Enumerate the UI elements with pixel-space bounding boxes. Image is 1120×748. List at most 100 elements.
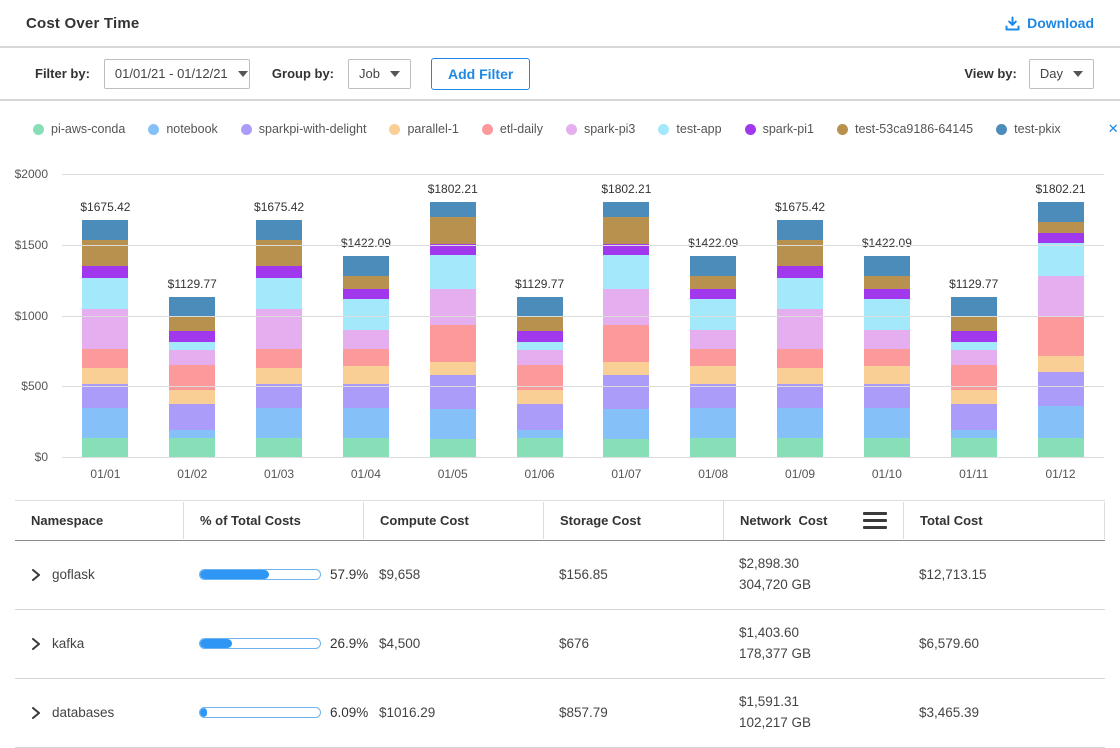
- bar-segment-sparkpi-with-delight[interactable]: [342, 383, 389, 408]
- bar-segment-sparkpi-with-delight[interactable]: [777, 383, 824, 408]
- bar-segment-spark-pi3[interactable]: [863, 330, 910, 349]
- bar-segment-test-53ca9186-64145[interactable]: [516, 316, 563, 332]
- bar-segment-spark-pi1[interactable]: [429, 243, 476, 256]
- bar-segment-sparkpi-with-delight[interactable]: [516, 403, 563, 430]
- bar-segment-test-app[interactable]: [82, 277, 129, 309]
- bar-segment-test-app[interactable]: [516, 341, 563, 350]
- column-header-compute[interactable]: Compute Cost: [363, 502, 543, 539]
- bar-segment-parallel-1[interactable]: [777, 368, 824, 384]
- bar-segment-spark-pi1[interactable]: [603, 243, 650, 256]
- bar-segment-test-53ca9186-64145[interactable]: [1037, 221, 1084, 233]
- bar-segment-test-pkix[interactable]: [690, 255, 737, 277]
- view-by-select[interactable]: Day: [1028, 58, 1094, 89]
- column-header-storage[interactable]: Storage Cost: [543, 502, 723, 539]
- legend-item-test-pkix[interactable]: test-pkix: [996, 122, 1061, 136]
- bar-segment-test-pkix[interactable]: [950, 297, 997, 317]
- bar-segment-test-app[interactable]: [690, 299, 737, 331]
- bar-segment-pi-aws-conda[interactable]: [516, 438, 563, 457]
- bar-segment-test-app[interactable]: [863, 299, 910, 331]
- bar-segment-spark-pi3[interactable]: [690, 330, 737, 349]
- bar-segment-test-app[interactable]: [342, 299, 389, 331]
- bar-segment-pi-aws-conda[interactable]: [342, 438, 389, 457]
- deselect-all-button[interactable]: ✕ Deselect All: [1108, 114, 1120, 144]
- bar-segment-test-app[interactable]: [777, 277, 824, 309]
- bar-segment-test-app[interactable]: [1037, 243, 1084, 276]
- bar-segment-pi-aws-conda[interactable]: [950, 438, 997, 457]
- column-header-network[interactable]: Network Cost: [723, 501, 903, 540]
- bar-segment-sparkpi-with-delight[interactable]: [256, 383, 303, 408]
- bar-segment-notebook[interactable]: [82, 407, 129, 439]
- bar-segment-test-pkix[interactable]: [82, 220, 129, 240]
- bar-segment-etl-daily[interactable]: [256, 349, 303, 369]
- bar-segment-spark-pi3[interactable]: [603, 288, 650, 326]
- bar-segment-spark-pi1[interactable]: [516, 331, 563, 342]
- bar-segment-test-pkix[interactable]: [1037, 202, 1084, 222]
- download-button[interactable]: Download: [1005, 15, 1094, 31]
- bar-segment-spark-pi1[interactable]: [950, 331, 997, 342]
- bar-segment-test-pkix[interactable]: [256, 220, 303, 240]
- bar-segment-notebook[interactable]: [777, 407, 824, 439]
- bar-segment-etl-daily[interactable]: [429, 325, 476, 362]
- bar-segment-notebook[interactable]: [690, 407, 737, 439]
- bar-segment-test-app[interactable]: [603, 255, 650, 289]
- bar-segment-test-53ca9186-64145[interactable]: [690, 276, 737, 289]
- menu-icon[interactable]: [863, 512, 887, 529]
- bar-segment-test-pkix[interactable]: [169, 297, 216, 317]
- bar-segment-test-pkix[interactable]: [342, 255, 389, 277]
- bar-segment-notebook[interactable]: [603, 408, 650, 439]
- bar-segment-etl-daily[interactable]: [169, 365, 216, 391]
- bar-segment-pi-aws-conda[interactable]: [169, 438, 216, 457]
- bar-segment-spark-pi1[interactable]: [169, 331, 216, 342]
- bar-segment-pi-aws-conda[interactable]: [690, 438, 737, 457]
- bar-segment-pi-aws-conda[interactable]: [82, 438, 129, 457]
- bar-segment-sparkpi-with-delight[interactable]: [82, 383, 129, 408]
- bar-segment-test-app[interactable]: [256, 277, 303, 309]
- chevron-right-icon[interactable]: [31, 568, 41, 581]
- bar-segment-etl-daily[interactable]: [342, 348, 389, 367]
- bar-segment-etl-daily[interactable]: [82, 349, 129, 369]
- bar-segment-pi-aws-conda[interactable]: [603, 438, 650, 457]
- legend-item-etl-daily[interactable]: etl-daily: [481, 122, 543, 136]
- date-range-select[interactable]: 01/01/21 - 01/12/21: [103, 58, 250, 89]
- bar-segment-spark-pi1[interactable]: [777, 265, 824, 278]
- bar-segment-notebook[interactable]: [169, 429, 216, 439]
- bar-segment-spark-pi1[interactable]: [256, 265, 303, 278]
- bar-segment-etl-daily[interactable]: [950, 365, 997, 391]
- column-header-namespace[interactable]: Namespace: [31, 513, 104, 528]
- legend-item-spark-pi1[interactable]: spark-pi1: [744, 122, 814, 136]
- bar-segment-notebook[interactable]: [1037, 406, 1084, 439]
- bar-segment-sparkpi-with-delight[interactable]: [169, 403, 216, 430]
- bar-segment-test-53ca9186-64145[interactable]: [777, 240, 824, 266]
- bar-segment-etl-daily[interactable]: [1037, 316, 1084, 356]
- bar-segment-test-pkix[interactable]: [603, 202, 650, 218]
- bar-segment-sparkpi-with-delight[interactable]: [863, 383, 910, 408]
- bar-segment-sparkpi-with-delight[interactable]: [690, 383, 737, 408]
- legend-item-spark-pi3[interactable]: spark-pi3: [565, 122, 635, 136]
- bar-segment-test-pkix[interactable]: [777, 220, 824, 240]
- bar-segment-notebook[interactable]: [429, 408, 476, 439]
- bar-segment-test-app[interactable]: [429, 255, 476, 289]
- bar-segment-parallel-1[interactable]: [863, 366, 910, 384]
- bar-segment-parallel-1[interactable]: [1037, 356, 1084, 373]
- bar-segment-parallel-1[interactable]: [516, 390, 563, 404]
- legend-item-test-53ca9186-64145[interactable]: test-53ca9186-64145: [836, 122, 973, 136]
- bar-segment-test-pkix[interactable]: [516, 297, 563, 317]
- bar-segment-pi-aws-conda[interactable]: [256, 438, 303, 457]
- bar-segment-spark-pi1[interactable]: [1037, 232, 1084, 244]
- bar-segment-spark-pi3[interactable]: [169, 349, 216, 366]
- bar-segment-parallel-1[interactable]: [603, 361, 650, 376]
- bar-segment-pi-aws-conda[interactable]: [777, 438, 824, 457]
- column-header-percent-total[interactable]: % of Total Costs: [183, 502, 363, 539]
- bar-segment-parallel-1[interactable]: [690, 366, 737, 384]
- bar-segment-spark-pi3[interactable]: [1037, 275, 1084, 317]
- bar-segment-etl-daily[interactable]: [777, 349, 824, 369]
- legend-item-sparkpi-with-delight[interactable]: sparkpi-with-delight: [240, 122, 366, 136]
- bar-segment-test-53ca9186-64145[interactable]: [82, 240, 129, 266]
- bar-segment-test-pkix[interactable]: [863, 255, 910, 277]
- legend-item-notebook[interactable]: notebook: [148, 122, 218, 136]
- bar-segment-etl-daily[interactable]: [863, 348, 910, 367]
- bar-segment-parallel-1[interactable]: [169, 390, 216, 404]
- bar-segment-parallel-1[interactable]: [429, 361, 476, 376]
- chevron-right-icon[interactable]: [31, 637, 41, 650]
- group-by-select[interactable]: Job: [348, 58, 411, 89]
